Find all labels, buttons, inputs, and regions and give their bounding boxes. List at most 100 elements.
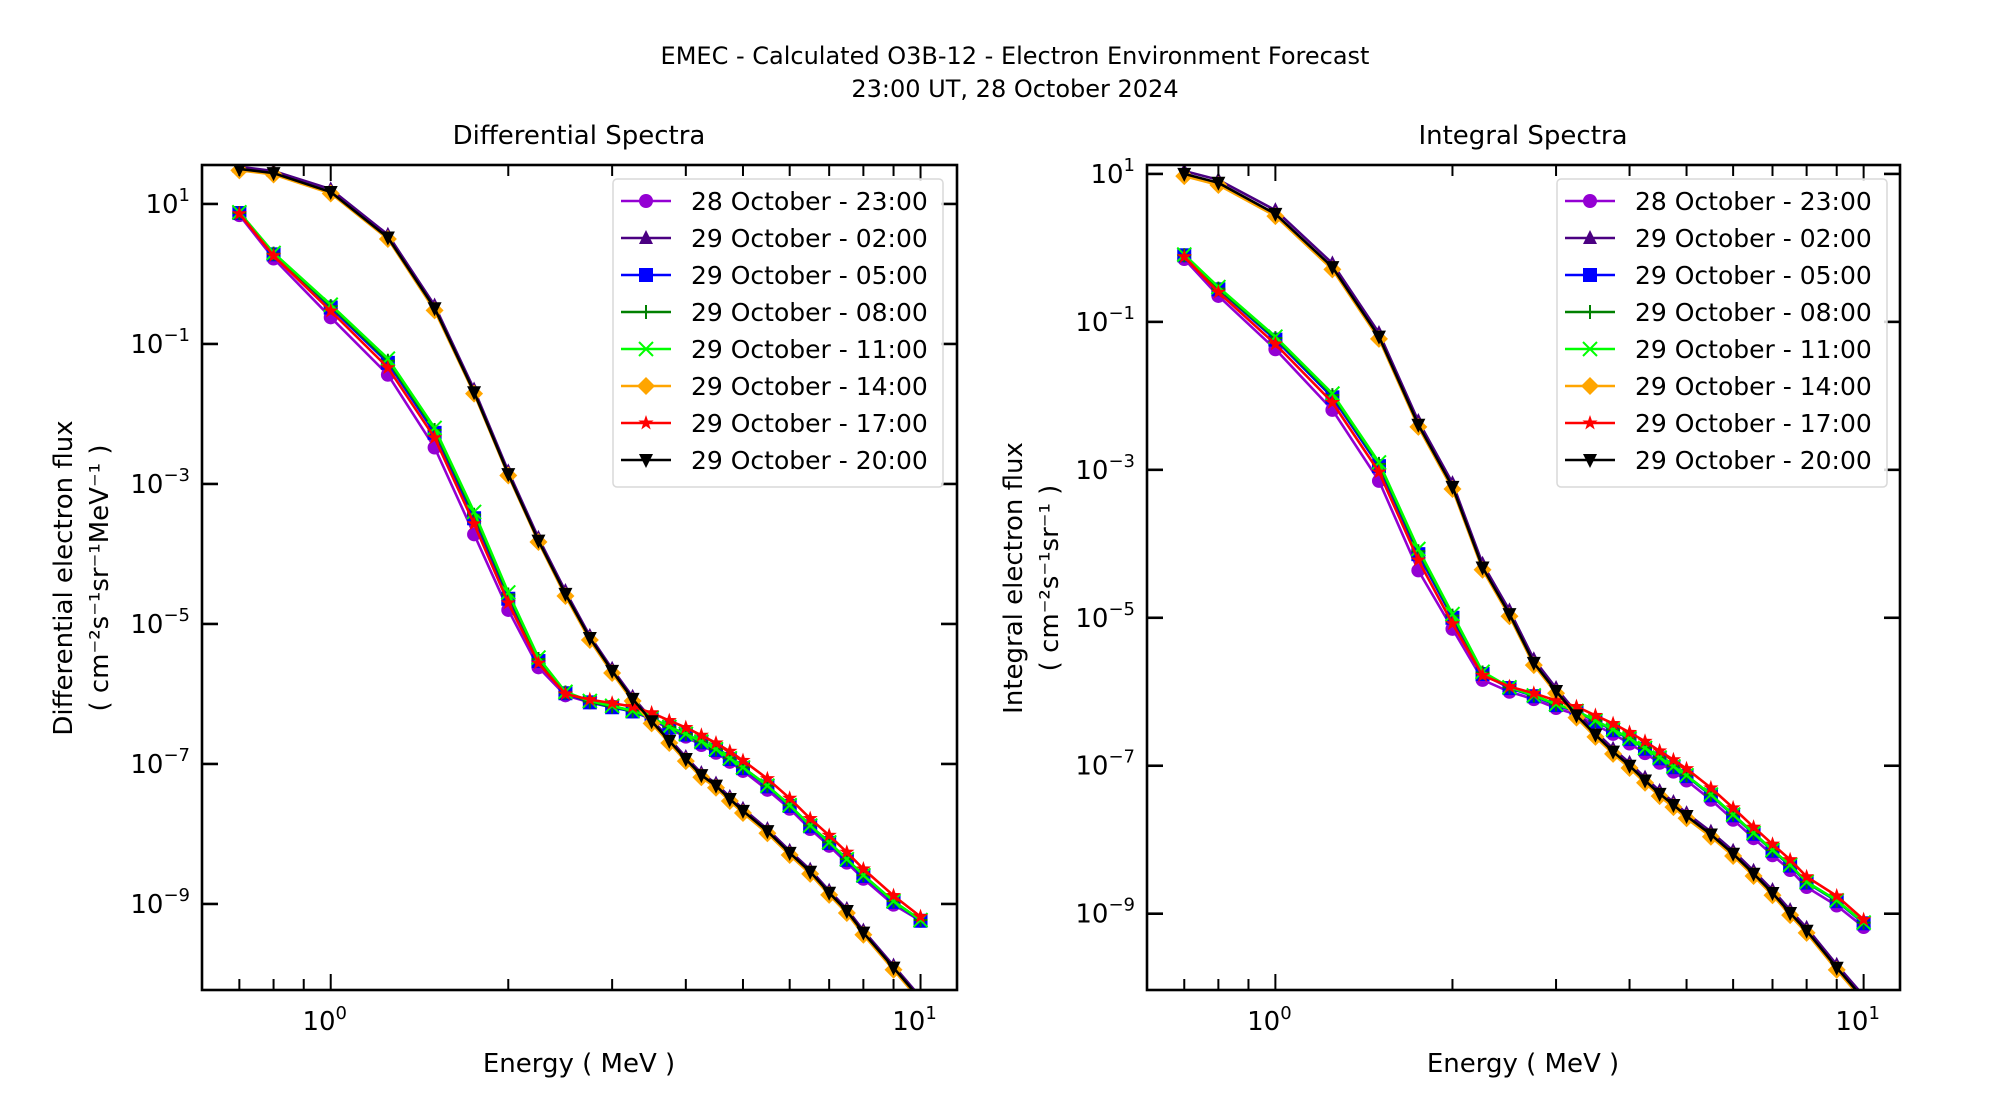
axes-frame — [1145, 163, 1902, 992]
y-tick-exponent: −9 — [1108, 895, 1135, 916]
legend-item: 29 October - 08:00 — [621, 298, 928, 327]
data-point — [1211, 176, 1226, 191]
data-point — [1782, 857, 1798, 873]
legend-item: 28 October - 23:00 — [621, 187, 928, 216]
data-point — [855, 861, 871, 876]
data-point — [885, 893, 902, 909]
data-point — [821, 834, 837, 851]
data-point — [1726, 847, 1741, 862]
data-point — [1588, 728, 1603, 743]
data-point — [427, 429, 443, 445]
y-tick-exponent: −3 — [1108, 451, 1135, 472]
y-tick-label: 10−1 — [130, 325, 190, 360]
data-point — [1829, 961, 1844, 976]
data-point — [1587, 707, 1603, 722]
data-point — [644, 715, 659, 730]
data-point — [1606, 745, 1621, 760]
y-tick-exponent: −5 — [1108, 599, 1135, 620]
data-point — [1725, 806, 1741, 823]
data-point — [1371, 330, 1386, 345]
data-point — [323, 186, 338, 201]
data-point — [1765, 886, 1780, 901]
data-point — [604, 695, 620, 710]
data-point — [1703, 786, 1719, 803]
legend-marker — [638, 415, 654, 430]
legend-label: 29 October - 05:00 — [1635, 261, 1872, 290]
data-point — [1856, 911, 1872, 927]
y-tick-label: 10−9 — [1075, 895, 1135, 930]
y-axis-label-line1: Differential electron flux — [49, 420, 79, 735]
series-29-october-20-00 — [1177, 167, 1858, 990]
y-tick-label: 101 — [145, 185, 190, 220]
data-point — [1410, 552, 1426, 567]
legend-item: 29 October - 17:00 — [621, 409, 928, 438]
legend-item: 28 October - 23:00 — [1565, 187, 1872, 216]
data-point — [1746, 867, 1761, 882]
legend-label: 29 October - 08:00 — [691, 298, 928, 327]
data-point — [1638, 774, 1653, 789]
legend-marker — [639, 305, 653, 319]
data-point — [1703, 828, 1718, 843]
y-tick-exponent: −5 — [163, 605, 190, 626]
data-point — [759, 777, 776, 794]
data-point — [839, 844, 855, 859]
data-point — [380, 231, 395, 246]
legend-item: 29 October - 05:00 — [621, 261, 928, 290]
y-tick-base: 10 — [1075, 900, 1108, 930]
integral-spectra-panel: Integral Spectra Energy ( MeV ) Integral… — [999, 121, 1902, 1079]
legend-label: 29 October - 11:00 — [691, 335, 928, 364]
data-point — [1371, 464, 1387, 479]
y-tick-exponent: −7 — [1108, 747, 1135, 768]
suptitle-line2: 23:00 UT, 28 October 2024 — [851, 75, 1178, 103]
y-tick-base: 10 — [1075, 752, 1108, 782]
legend-label: 28 October - 23:00 — [1635, 187, 1872, 216]
y-tick-exponent: −3 — [163, 465, 190, 486]
data-point — [912, 908, 929, 923]
data-point — [1267, 336, 1283, 351]
legend-label: 29 October - 02:00 — [691, 224, 928, 253]
data-point — [1526, 685, 1542, 700]
data-point — [1678, 760, 1695, 776]
y-tick-exponent: −7 — [163, 745, 190, 766]
data-point — [782, 846, 797, 861]
legend-item: 29 October - 20:00 — [621, 446, 928, 475]
panel-title: Differential Spectra — [453, 121, 706, 151]
series-29-october-20-00 — [233, 165, 915, 990]
legend-marker — [639, 268, 653, 282]
axes-frame — [200, 163, 959, 992]
legend-item: 29 October - 14:00 — [621, 372, 928, 401]
data-point — [1410, 541, 1427, 557]
data-point — [1502, 608, 1517, 623]
data-point — [1268, 207, 1283, 222]
data-point — [1548, 692, 1564, 708]
data-point — [1176, 248, 1192, 264]
data-point — [558, 587, 573, 602]
x-tick-exponent: 0 — [1280, 1003, 1291, 1024]
suptitle-line1: EMEC - Calculated O3B-12 - Electron Envi… — [661, 42, 1370, 70]
data-point — [1475, 561, 1490, 576]
x-tick-label: 100 — [302, 1003, 347, 1037]
legend-marker — [637, 377, 655, 395]
y-tick-label: 10−3 — [130, 465, 190, 500]
data-point — [856, 926, 871, 941]
y-tick-exponent: 1 — [179, 185, 190, 206]
legend-marker — [1583, 230, 1597, 244]
data-point — [1445, 480, 1460, 495]
differential-spectra-panel: Differential Spectra Energy ( MeV ) Diff… — [49, 121, 959, 1079]
y-tick-label: 10−7 — [1075, 747, 1135, 782]
y-tick-base: 10 — [130, 610, 163, 640]
data-point — [1587, 712, 1604, 729]
data-point — [1549, 685, 1564, 700]
data-point — [500, 584, 516, 601]
data-point — [661, 712, 677, 727]
data-point — [1605, 715, 1621, 730]
data-point — [1703, 779, 1719, 795]
y-tick-base: 10 — [1090, 160, 1123, 190]
data-point — [662, 734, 677, 749]
data-point — [1444, 606, 1461, 622]
data-point — [1665, 751, 1682, 767]
x-tick-exponent: 1 — [1868, 1003, 1879, 1024]
data-point — [1652, 742, 1668, 758]
y-tick-label: 10−9 — [130, 885, 190, 920]
